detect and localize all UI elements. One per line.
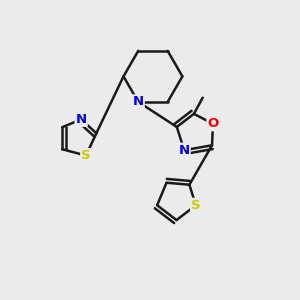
Text: O: O: [207, 117, 219, 130]
Text: N: N: [76, 113, 87, 126]
Text: N: N: [133, 95, 144, 108]
Text: S: S: [81, 149, 91, 162]
Text: N: N: [178, 144, 190, 157]
Text: S: S: [191, 199, 201, 212]
